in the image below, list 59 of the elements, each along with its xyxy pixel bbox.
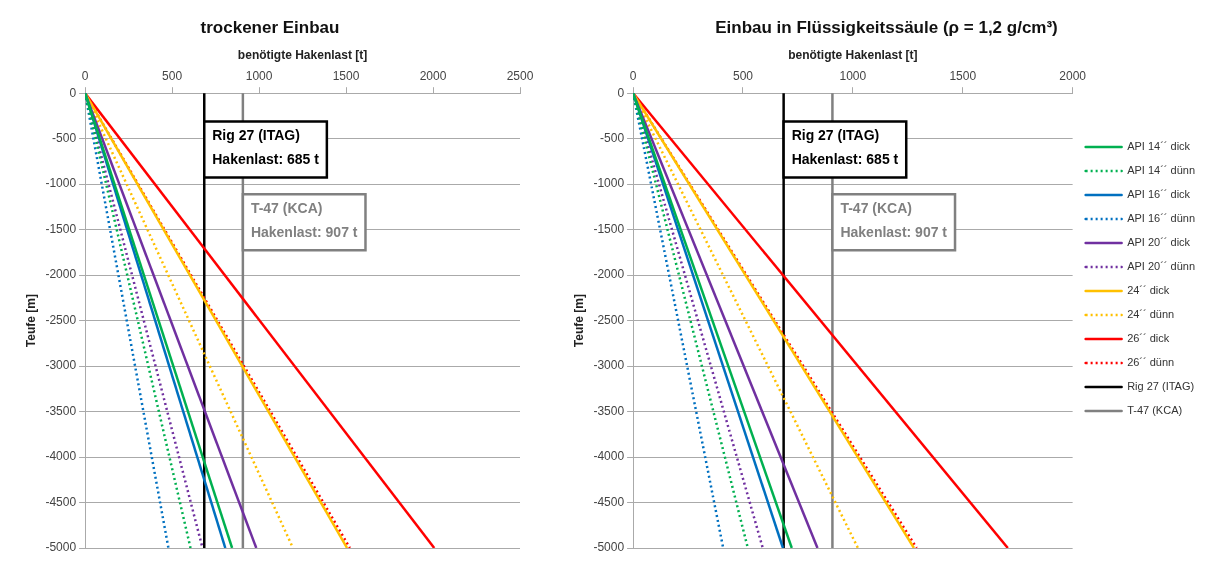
- y-tick-label: -1000: [593, 176, 625, 191]
- y-tick-label: -1000: [45, 176, 77, 191]
- legend-label: API 14´´ dick: [1127, 140, 1191, 153]
- x-tick-label: 2000: [419, 69, 447, 84]
- legend-label: 24´´ dick: [1127, 284, 1170, 297]
- chart-title: trockener Einbau: [200, 17, 340, 37]
- legend-label: 24´´ dünn: [1127, 308, 1175, 321]
- x-axis-title: benötigte Hakenlast [t]: [788, 47, 918, 62]
- y-tick-label: -500: [52, 130, 77, 145]
- y-tick-label: -3500: [45, 403, 77, 418]
- annotation: T-47 (KCA): [250, 200, 323, 217]
- y-tick-label: -5000: [593, 540, 625, 555]
- y-tick-label: -2500: [45, 312, 77, 327]
- y-tick-label: 0: [617, 85, 625, 100]
- chart-title: Einbau in Flüssigkeitssäule (ρ = 1,2 g/cm³): [715, 17, 1058, 37]
- x-tick-label: 0: [629, 69, 637, 84]
- y-tick-label: -4000: [593, 449, 625, 464]
- annotation: Hakenlast: 685 t: [212, 151, 320, 168]
- y-axis-title: Teufe [m]: [571, 294, 586, 348]
- y-tick-label: -1500: [45, 221, 77, 236]
- legend-label: T-47 (KCA): [1127, 404, 1183, 417]
- x-tick-label: 500: [162, 69, 183, 84]
- legend-label: API 20´´ dick: [1127, 236, 1191, 249]
- x-tick-label: 2500: [506, 69, 534, 84]
- annotation: Hakenlast: 685 t: [791, 151, 899, 168]
- y-tick-label: -3000: [593, 358, 625, 373]
- x-tick-label: 1500: [332, 69, 360, 84]
- legend-label: API 16´´ dick: [1127, 188, 1191, 201]
- legend-label: Rig 27 (ITAG): [1127, 380, 1195, 393]
- x-tick-label: 1000: [839, 69, 867, 84]
- x-tick-label: 1000: [245, 69, 273, 84]
- x-axis-title: benötigte Hakenlast [t]: [237, 47, 368, 62]
- y-tick-label: 0: [69, 85, 77, 100]
- legend-label: API 16´´ dünn: [1127, 212, 1195, 225]
- y-tick-label: -500: [600, 130, 625, 145]
- annotation: Rig 27 (ITAG): [212, 127, 300, 144]
- y-axis-title: Teufe [m]: [23, 294, 38, 348]
- x-tick-label: 0: [81, 69, 89, 84]
- legend-label: 26´´ dick: [1127, 332, 1170, 345]
- annotation: Hakenlast: 907 t: [840, 224, 948, 241]
- annotation: T-47 (KCA): [840, 200, 912, 217]
- y-tick-label: -4500: [593, 494, 625, 509]
- y-tick-label: -2500: [593, 312, 625, 327]
- legend-label: API 14´´ dünn: [1127, 164, 1195, 177]
- y-tick-label: -4500: [45, 494, 77, 509]
- y-tick-label: -1500: [593, 221, 625, 236]
- y-tick-label: -3000: [45, 358, 77, 373]
- y-tick-label: -4000: [45, 449, 77, 464]
- y-tick-label: -2000: [593, 267, 625, 282]
- y-tick-label: -5000: [45, 540, 77, 555]
- annotation: Hakenlast: 907 t: [250, 224, 358, 241]
- x-tick-label: 2000: [1059, 69, 1087, 84]
- legend-label: API 20´´ dünn: [1127, 260, 1195, 273]
- legend-label: 26´´ dünn: [1127, 356, 1175, 369]
- annotation: Rig 27 (ITAG): [791, 127, 880, 144]
- y-tick-label: -3500: [593, 403, 625, 418]
- x-tick-label: 500: [732, 69, 754, 84]
- y-tick-label: -2000: [45, 267, 77, 282]
- x-tick-label: 1500: [949, 69, 977, 84]
